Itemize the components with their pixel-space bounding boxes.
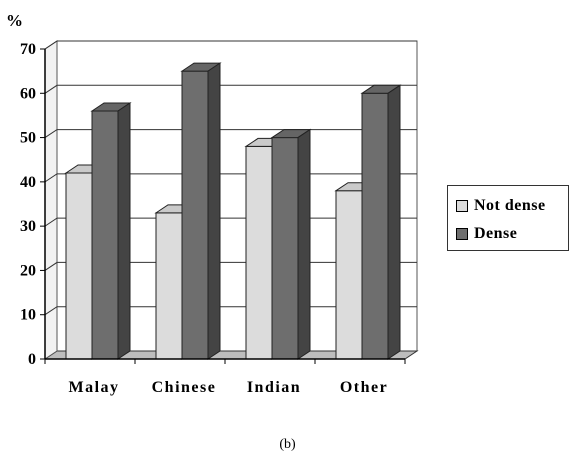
category-label-other: Other [340,379,388,396]
legend-item-dense: Dense [456,224,517,244]
bar-front [245,145,273,360]
gridline-60 [44,84,417,94]
bar-front [181,70,209,360]
bar-indian-dense [270,128,312,360]
figure-caption: (b) [279,437,296,452]
y-tick-label-0: 0 [28,351,36,368]
bar-front [271,137,299,360]
y-tick-label-60: 60 [20,85,36,102]
y-tick-label-30: 30 [20,218,36,235]
bar-chinese-dense [180,62,222,360]
bar-side [387,84,401,360]
category-label-chinese: Chinese [152,379,217,396]
y-tick-label-70: 70 [20,41,36,58]
bar-side [297,128,311,360]
category-labels: Malay Chinese Indian Other [68,379,388,396]
y-tick-label-40: 40 [20,174,36,191]
y-tick-labels: 0 10 20 30 40 50 60 70 [20,41,36,368]
bar-side [207,62,221,360]
bar-front [155,212,183,360]
legend-label-not-dense: Not dense [474,197,546,214]
bars [64,62,402,360]
legend-label-dense: Dense [474,225,518,242]
category-label-indian: Indian [247,379,301,396]
y-tick-label-50: 50 [20,130,36,147]
y-tick-label-10: 10 [20,307,36,324]
bar-other-dense [360,84,402,360]
legend: Not dense Dense [447,185,569,251]
bar-front [361,92,389,360]
legend-swatch-not-dense [456,200,468,212]
legend-item-not-dense: Not dense [456,196,546,216]
category-label-malay: Malay [68,379,119,396]
y-axis-label: % [6,11,23,30]
bar-malay-dense [90,102,132,360]
axes [40,48,406,364]
bar-side [117,102,131,360]
bar-front [65,172,93,360]
y-tick-label-20: 20 [20,262,36,279]
legend-swatch-dense [456,228,468,240]
bar-front [335,190,363,360]
chart-walls [43,40,419,360]
gridline-70 [44,40,417,50]
bar-front [91,110,119,360]
